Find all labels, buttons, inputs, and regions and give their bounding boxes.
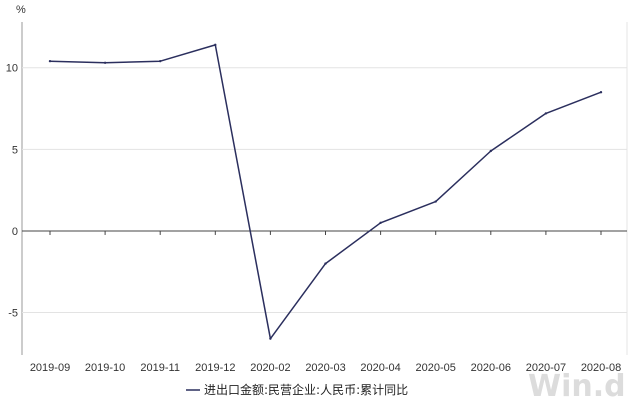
data-point [599,90,603,94]
x-tick-label: 2020-08 [581,362,621,374]
x-tick-label: 2020-02 [250,362,290,374]
x-tick-label: 2020-04 [360,362,400,374]
legend-label: 进出口金额:民营企业:人民币:累计同比 [204,382,408,397]
x-tick-label: 2020-06 [471,362,511,374]
y-tick-label: 10 [6,63,18,75]
data-point [324,262,327,265]
data-point [159,59,162,63]
data-point [379,221,382,224]
x-tick-label: 2020-05 [416,362,456,374]
y-tick-label: 5 [12,144,18,156]
data-point [434,200,437,203]
data-point [269,337,272,340]
y-tick-label: -5 [8,308,18,320]
x-tick-label: 2019-11 [140,362,180,374]
grid-lines [21,22,628,355]
data-point [48,59,52,63]
data-point [489,149,492,153]
y-axis-unit-label: % [16,4,26,16]
y-axis-ticks: -5 0 5 10 [6,63,18,320]
x-axis: 2019-09 2019-10 2019-11 2019-12 2020-02 2020-… [30,230,621,374]
data-point [103,61,107,65]
data-point [214,43,217,47]
data-point [544,112,548,115]
legend: 进出口金额:民营企业:人民币:累计同比 [186,382,408,397]
x-tick-label: 2020-03 [305,362,345,374]
series-group [48,43,603,340]
series-line [49,44,602,340]
x-tick-label: 2019-09 [30,362,70,374]
y-tick-label: 0 [12,226,18,238]
x-tick-label: 2019-10 [85,362,125,374]
watermark-logo: Win.d [528,369,626,401]
x-tick-label: 2020-07 [526,362,566,374]
x-tick-label: 2019-12 [195,362,235,374]
